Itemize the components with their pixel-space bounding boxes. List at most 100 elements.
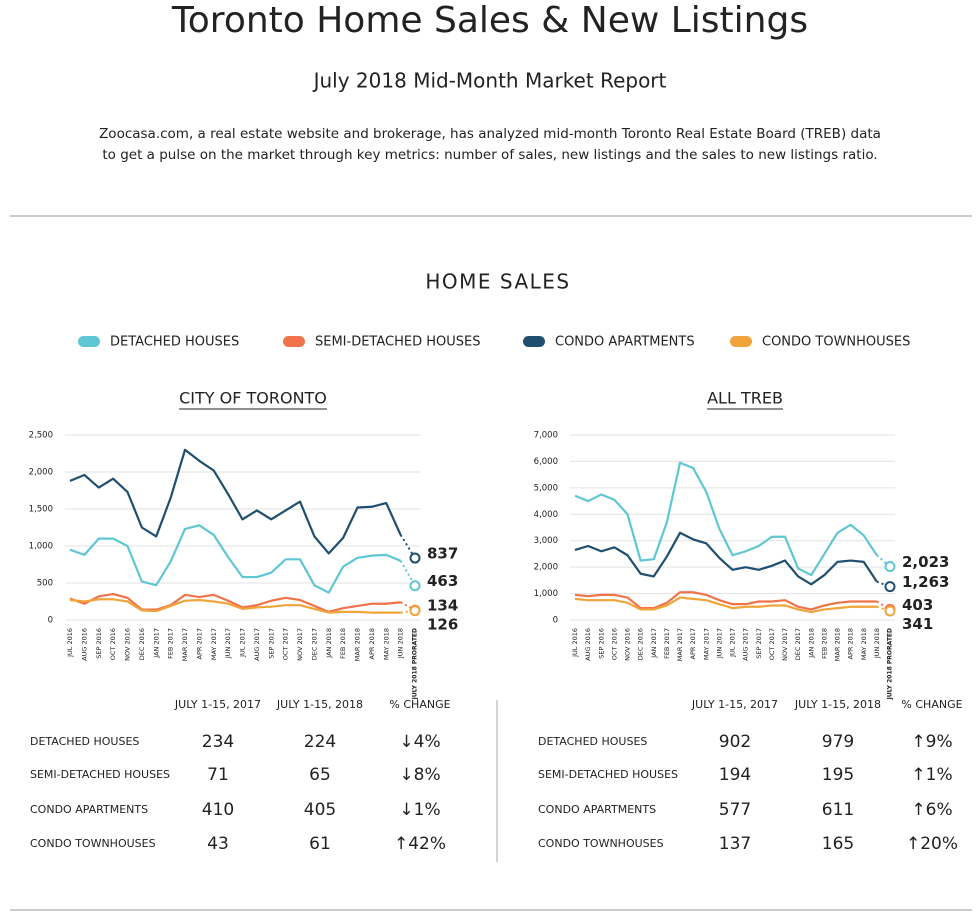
- x-tick-label: SEP 2017: [755, 628, 763, 659]
- x-tick-label: AUG 2016: [80, 628, 88, 661]
- x-tick-label: AUG 2017: [742, 628, 750, 661]
- x-tick-label: JAN 2018: [325, 628, 333, 659]
- x-tick-label: OCT 2016: [610, 628, 618, 660]
- line: [69, 592, 401, 613]
- column-header: % CHANGE: [901, 698, 962, 711]
- x-tick-label: MAY 2017: [210, 628, 218, 660]
- y-tick-label: 5,000: [534, 483, 558, 493]
- x-tick-label: JUL 2016: [66, 628, 74, 658]
- end-label: 126: [427, 616, 458, 634]
- row-label: CONDO APARTMENTS: [538, 803, 656, 816]
- x-tick-label: JUL 2017: [729, 628, 737, 658]
- end-point: [409, 580, 421, 592]
- row-label: CONDO TOWNHOUSES: [538, 837, 664, 850]
- x-tick-label: APR 2018: [368, 628, 376, 660]
- change: ↑42%: [394, 834, 446, 854]
- cell: 410: [202, 800, 234, 820]
- end-point: [884, 581, 896, 593]
- line: [574, 596, 877, 614]
- legend-label: DETACHED HOUSES: [110, 335, 239, 350]
- x-tick-label: SEP 2017: [267, 628, 275, 659]
- change: ↓4%: [399, 732, 440, 752]
- x-tick-label: NOV 2016: [124, 628, 132, 661]
- end-point: [409, 605, 421, 617]
- line: [69, 524, 402, 594]
- cell: 137: [719, 834, 751, 854]
- x-tick-label: MAR 2017: [181, 628, 189, 661]
- x-tick-label: MAY 2018: [860, 628, 868, 660]
- cell: 224: [304, 732, 336, 752]
- line: [574, 461, 878, 577]
- end-point: [409, 552, 421, 564]
- change: ↓8%: [399, 765, 440, 785]
- y-tick-label: 0: [553, 616, 558, 626]
- x-tick-label: JUN 2018: [873, 628, 881, 659]
- legend-swatch: [78, 336, 100, 347]
- legend-swatch: [523, 336, 545, 347]
- end-label: 463: [427, 572, 458, 590]
- end-point: [884, 605, 896, 617]
- x-tick-label: MAR 2018: [834, 628, 842, 661]
- y-tick-label: 6,000: [534, 457, 558, 467]
- change: ↑1%: [911, 765, 952, 785]
- change: ↑9%: [911, 732, 952, 752]
- x-tick-label: FEB 2018: [339, 628, 347, 659]
- column-header: JULY 1-15, 2018: [276, 698, 363, 711]
- description: to get a pulse on the market through key…: [102, 147, 877, 163]
- end-label: 837: [427, 545, 458, 563]
- row-label: CONDO APARTMENTS: [30, 803, 148, 816]
- chart-title: ALL TREB: [707, 389, 783, 408]
- description: Zoocasa.com, a real estate website and b…: [99, 126, 881, 142]
- cell: 71: [207, 765, 229, 785]
- change: ↑20%: [906, 834, 958, 854]
- legend-swatch: [730, 336, 752, 347]
- y-tick-label: 1,500: [29, 505, 53, 515]
- x-tick-label: NOV 2016: [624, 628, 632, 661]
- x-tick-label: SEP 2016: [597, 628, 605, 659]
- x-tick-label: JULY 2018 PRORATED: [412, 628, 419, 700]
- y-tick-label: 500: [37, 579, 53, 589]
- legend-label: CONDO APARTMENTS: [555, 335, 695, 350]
- x-tick-label: MAY 2017: [702, 628, 710, 660]
- x-tick-label: JUN 2017: [224, 628, 232, 659]
- end-point: [884, 561, 896, 573]
- cell: 195: [822, 765, 854, 785]
- cell: 577: [719, 800, 751, 820]
- y-tick-label: 1,000: [534, 589, 558, 599]
- x-tick-label: DEC 2016: [138, 628, 146, 660]
- y-tick-label: 4,000: [534, 510, 558, 520]
- cell: 61: [309, 834, 331, 854]
- x-tick-label: APR 2018: [847, 628, 855, 660]
- x-tick-label: JAN 2017: [650, 628, 658, 659]
- x-tick-label: NOV 2017: [781, 628, 789, 661]
- column-header: JULY 1-15, 2018: [794, 698, 881, 711]
- x-tick-label: MAR 2018: [354, 628, 362, 661]
- x-tick-label: MAY 2018: [382, 628, 390, 660]
- legend-swatch: [283, 336, 305, 347]
- line: [69, 448, 402, 555]
- change: ↓1%: [399, 800, 440, 820]
- x-tick-label: NOV 2017: [296, 628, 304, 661]
- x-tick-label: SEP 2016: [95, 628, 103, 659]
- cell: 234: [202, 732, 234, 752]
- x-tick-label: JAN 2017: [152, 628, 160, 659]
- row-label: SEMI-DETACHED HOUSES: [538, 768, 678, 781]
- y-tick-label: 3,000: [534, 536, 558, 546]
- y-tick-label: 2,000: [29, 468, 53, 478]
- row-label: CONDO TOWNHOUSES: [30, 837, 156, 850]
- y-tick-label: 0: [48, 616, 53, 626]
- x-tick-label: APR 2017: [195, 628, 203, 660]
- cell: 43: [207, 834, 229, 854]
- legend-label: SEMI-DETACHED HOUSES: [315, 335, 480, 350]
- row-label: SEMI-DETACHED HOUSES: [30, 768, 170, 781]
- y-tick-label: 2,000: [534, 563, 558, 573]
- x-tick-label: JUL 2016: [571, 628, 579, 658]
- column-header: JULY 1-15, 2017: [691, 698, 778, 711]
- row-label: DETACHED HOUSES: [538, 735, 647, 748]
- x-tick-label: JAN 2018: [807, 628, 815, 659]
- x-tick-label: DEC 2017: [310, 628, 318, 660]
- end-label: 341: [902, 615, 933, 633]
- legend-label: CONDO TOWNHOUSES: [762, 335, 910, 350]
- x-tick-label: DEC 2017: [794, 628, 802, 660]
